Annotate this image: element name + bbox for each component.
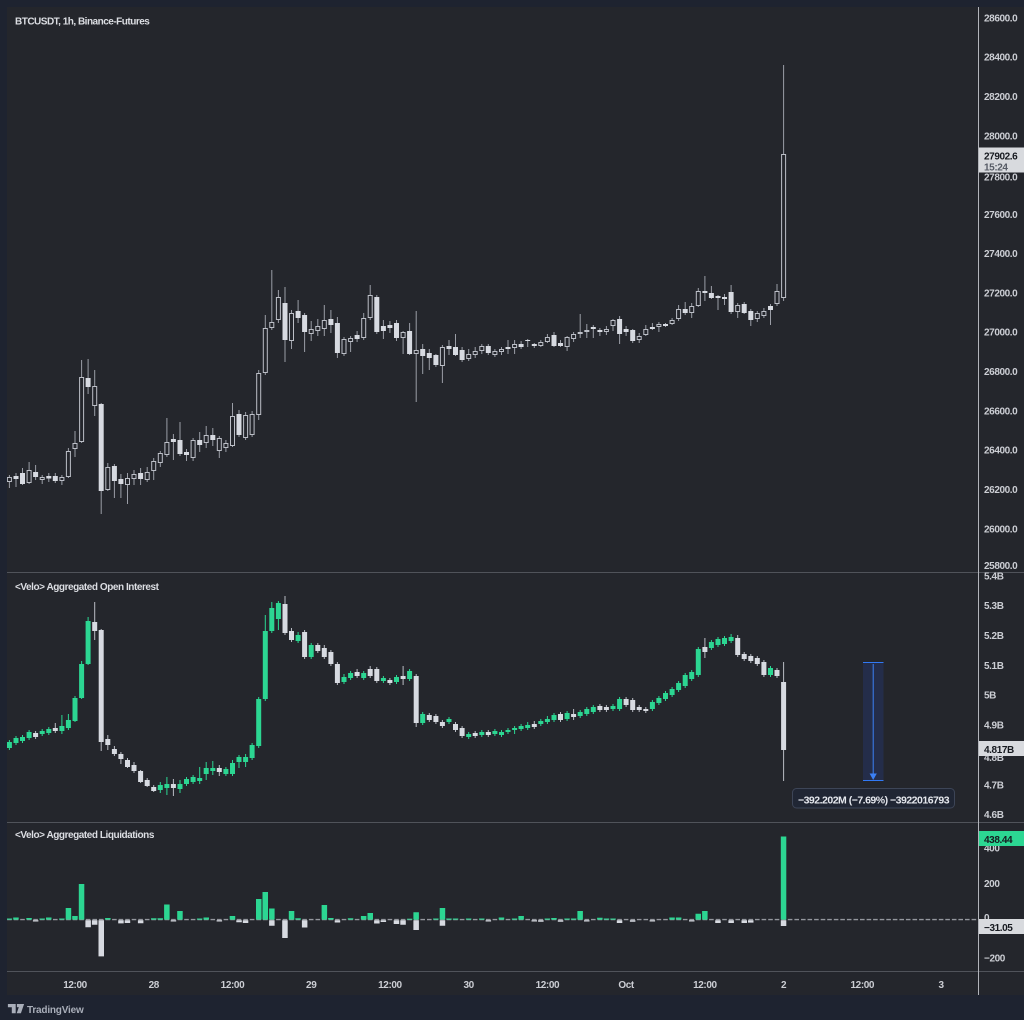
svg-text:12:00: 12:00 xyxy=(378,980,402,991)
svg-text:5.3B: 5.3B xyxy=(984,601,1004,612)
svg-text:12:00: 12:00 xyxy=(851,980,875,991)
svg-text:<Velo> Aggregated Liquidations: <Velo> Aggregated Liquidations xyxy=(15,830,155,841)
svg-text:28400.0: 28400.0 xyxy=(984,53,1018,64)
svg-text:27600.0: 27600.0 xyxy=(984,210,1018,221)
svg-text:Oct: Oct xyxy=(618,980,635,991)
svg-text:26800.0: 26800.0 xyxy=(984,367,1018,378)
svg-text:3: 3 xyxy=(938,980,944,991)
svg-text:4.9B: 4.9B xyxy=(984,721,1004,732)
svg-text:12:00: 12:00 xyxy=(693,980,717,991)
svg-text:4.6B: 4.6B xyxy=(984,810,1004,821)
svg-text:27400.0: 27400.0 xyxy=(984,249,1018,260)
svg-text:27200.0: 27200.0 xyxy=(984,289,1018,300)
svg-text:5.2B: 5.2B xyxy=(984,631,1004,642)
svg-text:26600.0: 26600.0 xyxy=(984,407,1018,418)
svg-text:30: 30 xyxy=(463,980,474,991)
svg-text:28600.0: 28600.0 xyxy=(984,14,1018,25)
svg-text:4.817B: 4.817B xyxy=(984,745,1014,756)
svg-text:28: 28 xyxy=(149,980,160,991)
svg-text:5B: 5B xyxy=(984,691,996,702)
svg-text:12:00: 12:00 xyxy=(221,980,245,991)
svg-text:4.7B: 4.7B xyxy=(984,780,1004,791)
svg-text:28000.0: 28000.0 xyxy=(984,132,1018,143)
svg-text:26000.0: 26000.0 xyxy=(984,525,1018,536)
svg-text:−200: −200 xyxy=(984,954,1006,965)
svg-text:4.8B: 4.8B xyxy=(984,753,1004,764)
svg-text:BTCUSDT, 1h, Binance-Futures: BTCUSDT, 1h, Binance-Futures xyxy=(15,17,150,28)
svg-text:26200.0: 26200.0 xyxy=(984,485,1018,496)
svg-text:−392.202M (−7.69%) −3922016793: −392.202M (−7.69%) −3922016793 xyxy=(798,794,950,806)
svg-text:28200.0: 28200.0 xyxy=(984,92,1018,103)
svg-text:12:00: 12:00 xyxy=(536,980,560,991)
svg-text:15:24: 15:24 xyxy=(984,163,1008,174)
svg-text:0: 0 xyxy=(984,913,990,924)
svg-text:5.4B: 5.4B xyxy=(984,572,1004,583)
svg-text:27902.6: 27902.6 xyxy=(984,152,1018,163)
svg-text:438.44: 438.44 xyxy=(984,835,1013,846)
svg-text:200: 200 xyxy=(984,879,1000,890)
svg-text:29: 29 xyxy=(306,980,317,991)
svg-text:5.1B: 5.1B xyxy=(984,661,1004,672)
svg-text:26400.0: 26400.0 xyxy=(984,446,1018,457)
svg-text:27800.0: 27800.0 xyxy=(984,173,1018,184)
svg-text:−31.05: −31.05 xyxy=(984,923,1013,934)
svg-text:2: 2 xyxy=(781,980,787,991)
svg-text:<Velo> Aggregated Open Interes: <Velo> Aggregated Open Interest xyxy=(15,582,160,593)
svg-text:400: 400 xyxy=(984,844,1000,855)
svg-text:27000.0: 27000.0 xyxy=(984,328,1018,339)
svg-text:12:00: 12:00 xyxy=(63,980,87,991)
svg-text:25800.0: 25800.0 xyxy=(984,561,1018,572)
svg-text:TradingView: TradingView xyxy=(27,1005,84,1016)
